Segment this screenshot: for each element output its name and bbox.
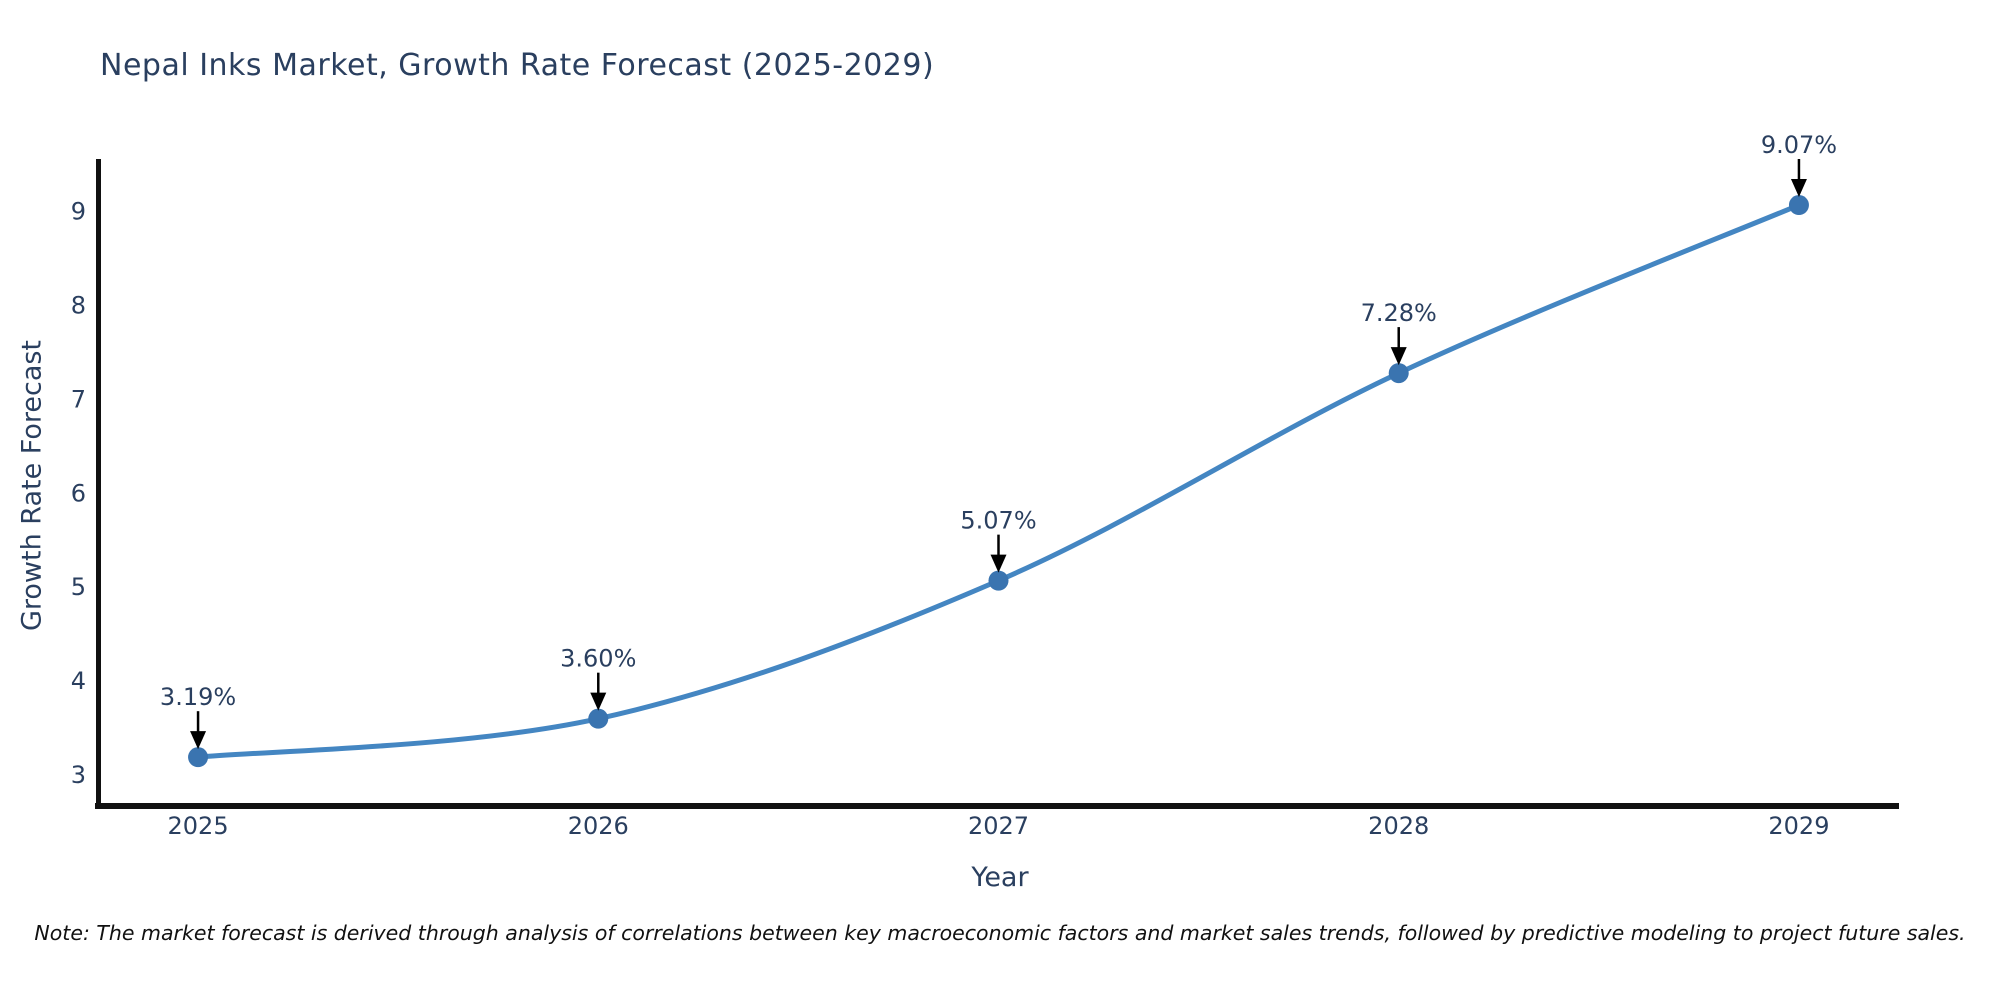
y-tick-label: 6 [71,479,86,507]
x-tick-label: 2026 [568,812,629,840]
y-tick-label: 9 [71,198,86,226]
data-point-marker [188,747,209,768]
forecast-line [195,202,1802,760]
y-tick-label: 4 [71,667,86,695]
annotation-arrowhead-icon [990,554,1007,573]
y-tick-label: 3 [71,761,86,789]
x-tick-label: 2029 [1768,812,1829,840]
point-annotation-label: 3.19% [160,683,236,711]
point-annotation-label: 3.60% [560,645,636,673]
y-tick-label: 5 [71,573,86,601]
data-point-marker [1388,363,1409,384]
data-point-marker [988,570,1009,591]
x-tick-label: 2025 [168,812,229,840]
footnote: Note: The market forecast is derived thr… [34,921,1966,945]
x-tick-label: 2028 [1368,812,1429,840]
y-tick-label: 8 [71,291,86,319]
x-axis-title: Year [971,862,1029,893]
y-axis-title: Growth Rate Forecast [16,339,48,632]
chart-title: Nepal Inks Market, Growth Rate Forecast … [100,48,935,83]
point-annotation-label: 5.07% [960,507,1036,535]
point-annotation-label: 7.28% [1361,299,1437,327]
annotation-arrowhead-icon [590,692,607,711]
y-tick-label: 7 [71,385,86,413]
annotation-arrowhead-icon [1390,347,1407,366]
data-point-marker [1788,195,1809,216]
point-annotation-label: 9.07% [1761,131,1837,159]
x-tick-label: 2027 [968,812,1029,840]
annotation-arrowhead-icon [1790,179,1807,198]
data-point-marker [588,708,609,729]
annotation-arrowhead-icon [190,731,207,750]
